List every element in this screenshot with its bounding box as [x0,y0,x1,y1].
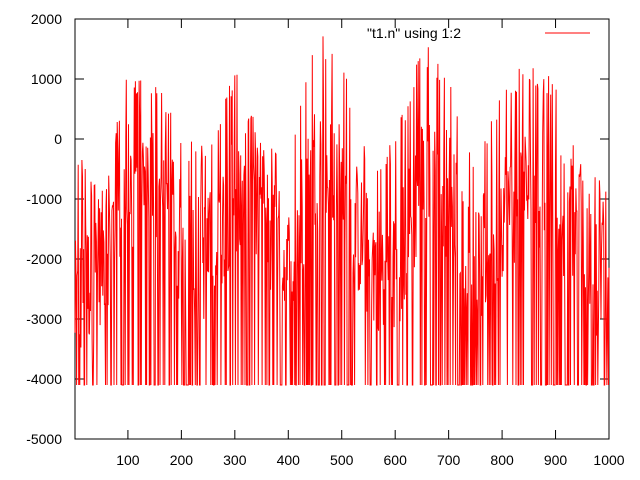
x-tick-label-3: 400 [277,452,301,468]
y-tick-label-5: -3000 [26,311,62,327]
x-tick-label-8: 900 [544,452,568,468]
y-tick-label-7: -5000 [26,431,62,447]
series-line-t1n [74,36,610,386]
y-tick-label-4: -2000 [26,251,62,267]
x-tick-label-2: 300 [223,452,247,468]
x-tick-label-0: 100 [116,452,140,468]
y-tick-label-3: -1000 [26,191,62,207]
x-tick-label-9: 1000 [593,452,624,468]
y-tick-label-2: 0 [54,131,62,147]
y-tick-label-0: 2000 [31,11,62,27]
x-tick-label-7: 800 [490,452,514,468]
x-tick-label-6: 700 [437,452,461,468]
y-tick-label-1: 1000 [31,71,62,87]
legend-label: "t1.n" using 1:2 [367,25,461,41]
x-tick-label-5: 600 [384,452,408,468]
y-tick-label-6: -4000 [26,371,62,387]
x-tick-label-1: 200 [170,452,194,468]
x-tick-label-4: 500 [330,452,354,468]
